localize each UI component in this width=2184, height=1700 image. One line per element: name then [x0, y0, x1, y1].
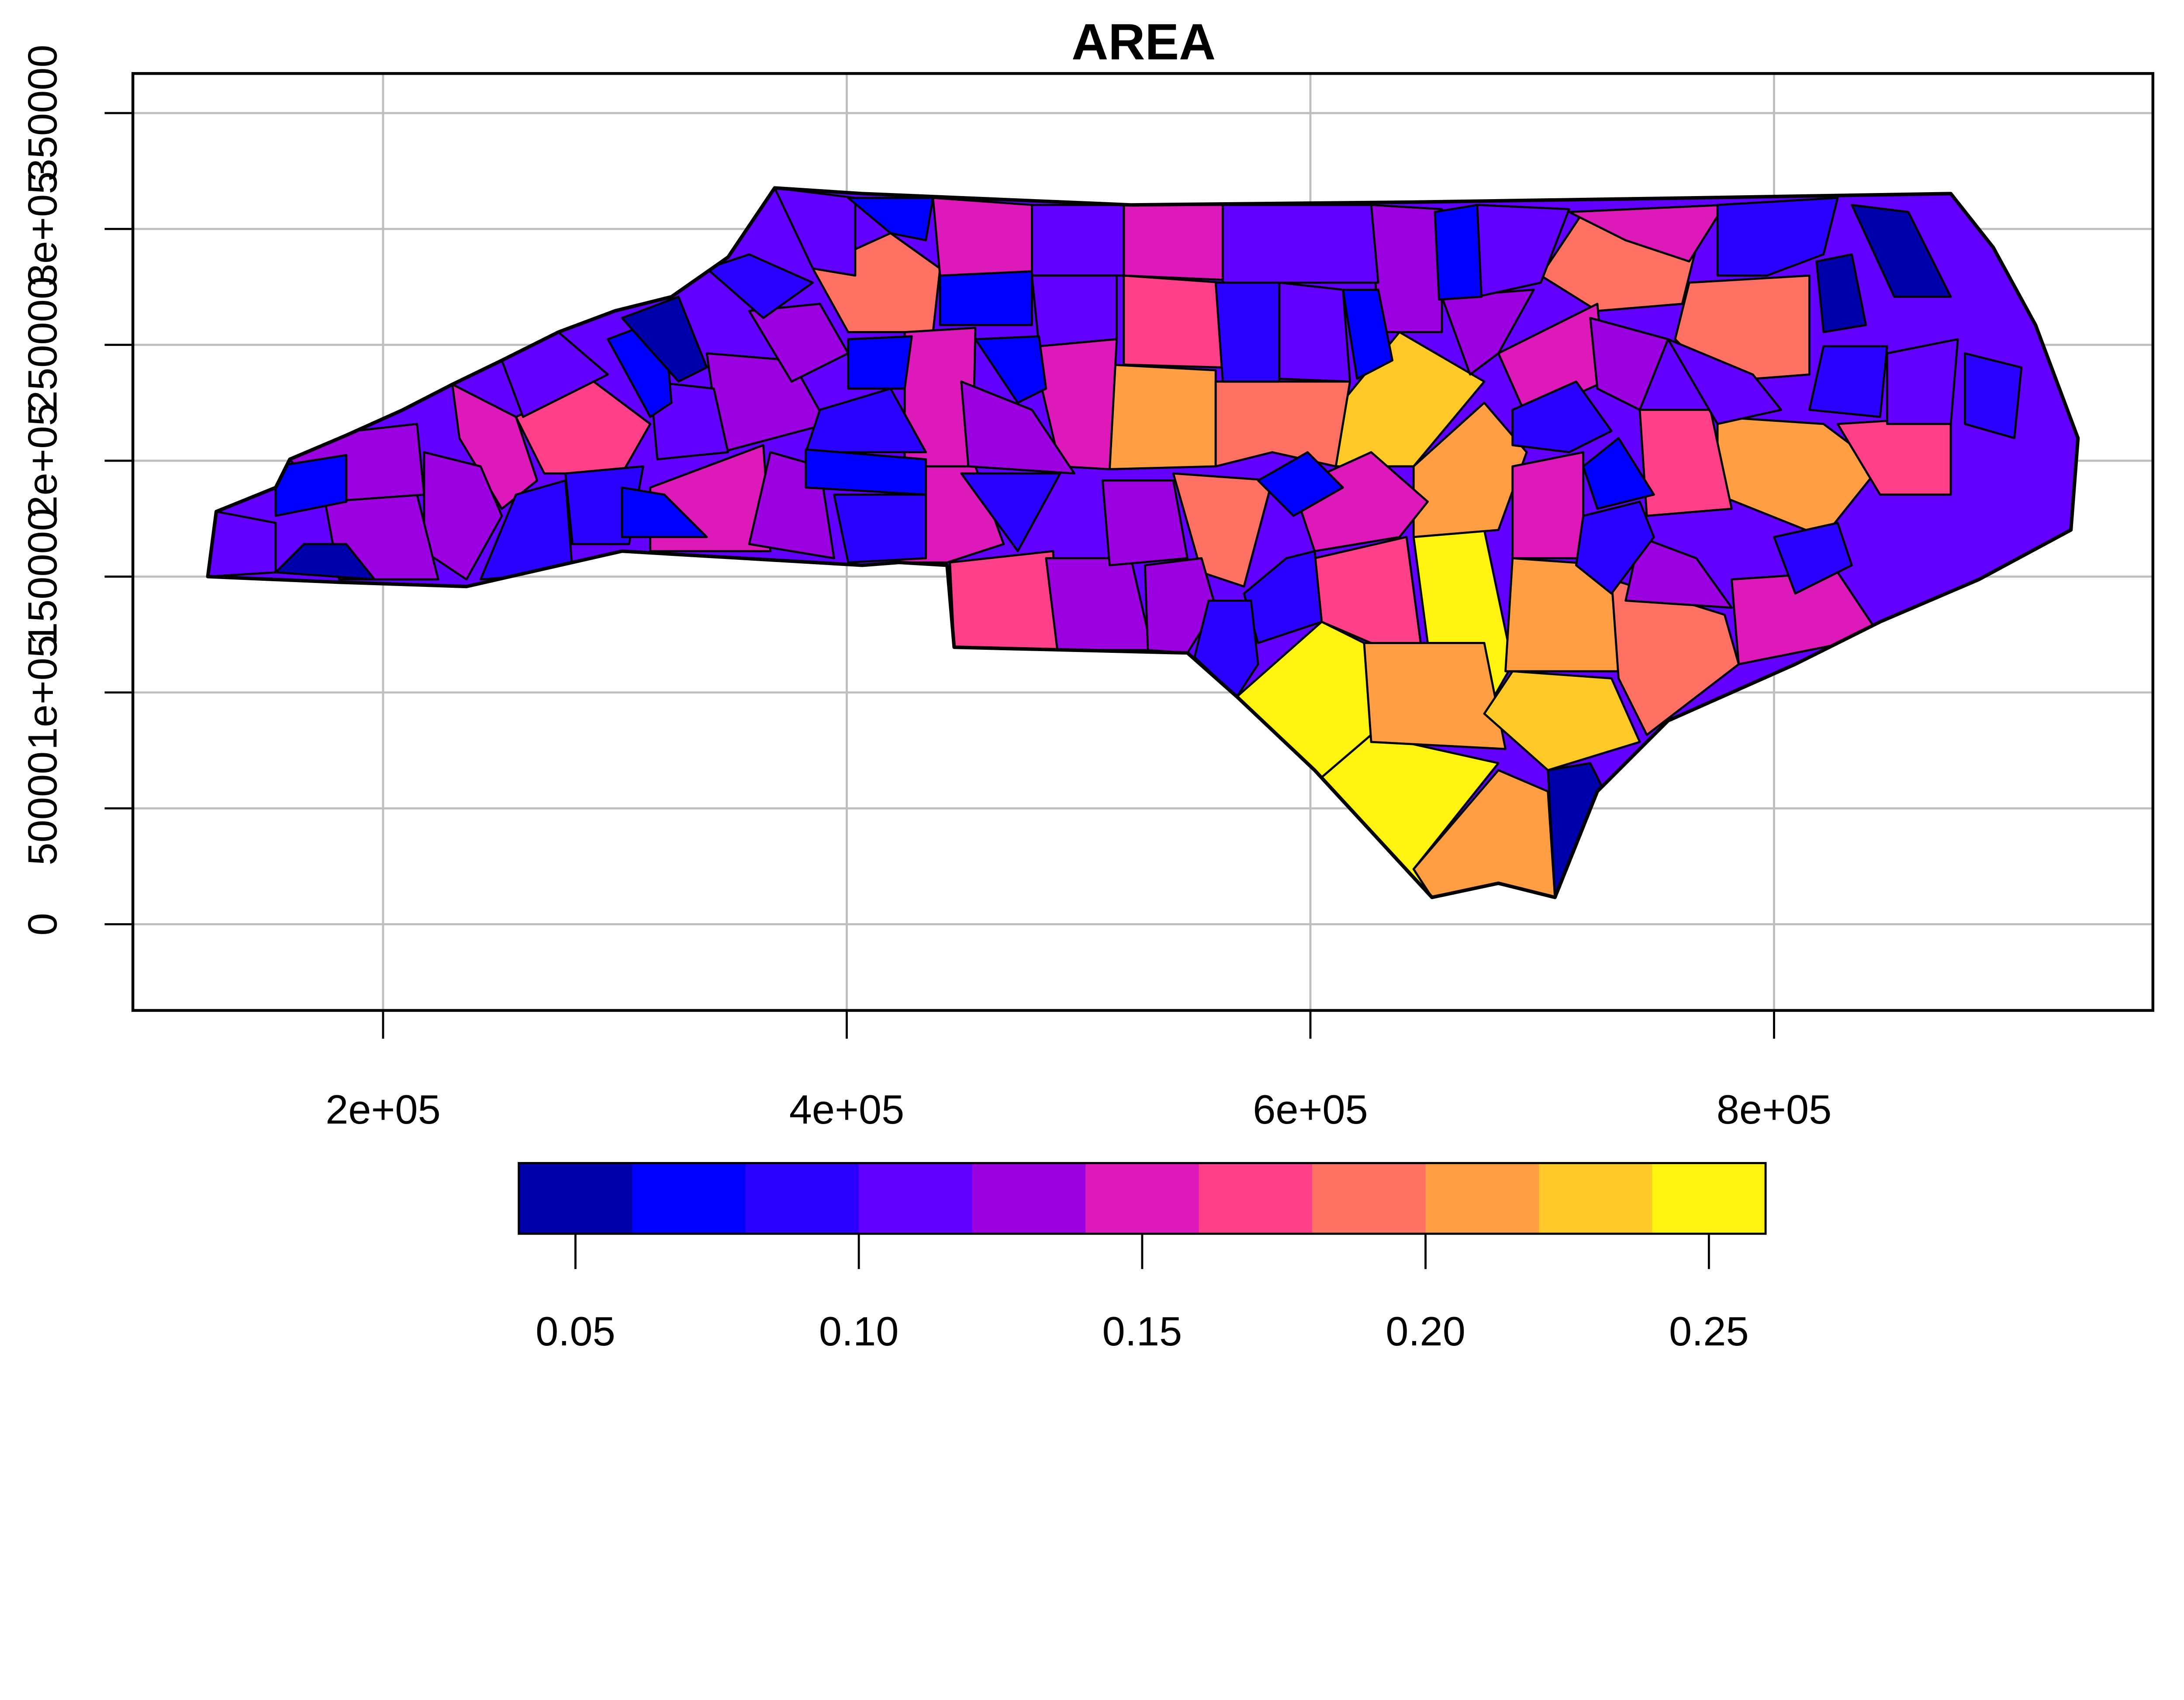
- county-polygon: [1886, 338, 1959, 425]
- x-axis: 2e+05 4e+05 6e+05 8e+05: [325, 1010, 1832, 1132]
- color-legend: 0.05 0.10 0.15 0.20 0.25: [518, 1162, 1767, 1350]
- legend-swatch: [518, 1163, 633, 1234]
- county-polygon: [1193, 599, 1259, 698]
- county-polygon: [949, 550, 1059, 652]
- legend-swatch: [1085, 1163, 1200, 1234]
- y-tick-label: 3e+05: [19, 171, 65, 286]
- x-tick-label: 6e+05: [1253, 1086, 1368, 1132]
- county-map: [206, 186, 2080, 900]
- y-tick-label: 150000: [19, 508, 65, 645]
- county-polygon: [974, 335, 1047, 404]
- legend-swatch: [1312, 1163, 1427, 1234]
- county-polygon: [960, 472, 1061, 552]
- county-polygon: [1716, 197, 1839, 277]
- legend-tick-label: 0.10: [819, 1308, 899, 1350]
- county-polygon: [1483, 670, 1641, 772]
- county-polygon: [1610, 578, 1740, 736]
- county-polygon: [621, 296, 708, 383]
- state-outline: [206, 186, 2080, 900]
- county-polygon: [1511, 380, 1613, 454]
- county-polygon: [1221, 203, 1379, 284]
- y-tick-label: 250000: [19, 276, 65, 413]
- county-polygon: [1624, 536, 1733, 609]
- y-tick-label: 2e+05: [19, 403, 65, 518]
- county-polygon: [1278, 281, 1351, 383]
- county-polygon: [621, 486, 708, 538]
- county-polygon: [1243, 550, 1323, 644]
- y-tick-label: 1e+05: [19, 635, 65, 750]
- county-polygon: [1547, 762, 1606, 898]
- legend-swatch: [1539, 1163, 1653, 1234]
- y-tick-label: 50000: [19, 752, 65, 866]
- county-polygon: [1582, 437, 1655, 510]
- county-polygon: [805, 448, 927, 496]
- x-tick-label: 2e+05: [325, 1086, 441, 1132]
- county-polygon: [1031, 274, 1118, 348]
- county-polygon: [847, 197, 934, 241]
- county-polygon: [1214, 380, 1351, 468]
- county-polygon: [833, 493, 927, 564]
- county-polygon: [774, 188, 857, 277]
- county-polygon: [1123, 203, 1224, 281]
- county-polygon: [705, 253, 814, 319]
- legend-swatch: [745, 1163, 860, 1234]
- legend-swatch: [972, 1163, 1086, 1234]
- county-polygon: [847, 335, 913, 390]
- county-polygon: [805, 387, 927, 454]
- county-polygon: [1342, 289, 1394, 380]
- county-polygon: [207, 510, 277, 578]
- county-polygon: [274, 543, 376, 581]
- county-polygon: [960, 380, 1075, 475]
- county-polygon: [274, 454, 348, 517]
- county-polygon: [1808, 345, 1888, 418]
- county-polygon: [1963, 352, 2023, 439]
- county-polygon: [1031, 203, 1125, 277]
- county-polygon: [1214, 281, 1281, 383]
- legend-tick-label: 0.20: [1386, 1308, 1465, 1350]
- x-tick-label: 4e+05: [789, 1086, 905, 1132]
- county-polygon: [1575, 500, 1655, 595]
- legend-tick-label: 0.25: [1669, 1308, 1749, 1350]
- county-polygon: [1109, 363, 1217, 470]
- legend-tick-label: 0.05: [536, 1308, 615, 1350]
- legend-swatch: [1652, 1163, 1766, 1234]
- y-tick-label: 350000: [19, 45, 65, 181]
- y-tick-label: 0: [19, 913, 65, 935]
- legend-swatch: [859, 1163, 973, 1234]
- county-polygon: [939, 270, 1033, 326]
- county-polygon: [1511, 451, 1585, 559]
- plot-title: AREA: [1071, 14, 1216, 70]
- legend-swatch: [1199, 1163, 1313, 1234]
- legend-tick-label: 0.15: [1102, 1308, 1182, 1350]
- county-polygon: [932, 197, 1033, 277]
- choropleth-plot: AREA 2e+05 4e+05 6e+05 8e+05 0 500001e+05150…: [19, 14, 2155, 1350]
- county-polygon: [1773, 521, 1853, 595]
- legend-swatch: [1425, 1163, 1540, 1234]
- county-polygon: [1101, 479, 1189, 566]
- county-polygon: [1363, 642, 1507, 750]
- legend-swatch: [632, 1163, 746, 1234]
- county-polygon: [1667, 338, 1783, 425]
- x-tick-label: 8e+05: [1717, 1086, 1832, 1132]
- plot-frame: [131, 72, 2155, 1012]
- county-polygon: [1815, 253, 1867, 333]
- county-polygon: [1434, 203, 1483, 301]
- county-polygon: [1589, 317, 1669, 411]
- county-polygon: [1851, 203, 1952, 298]
- county-polygon: [1568, 203, 1726, 263]
- county-polygon: [1123, 274, 1224, 369]
- county-polygon: [1257, 451, 1344, 517]
